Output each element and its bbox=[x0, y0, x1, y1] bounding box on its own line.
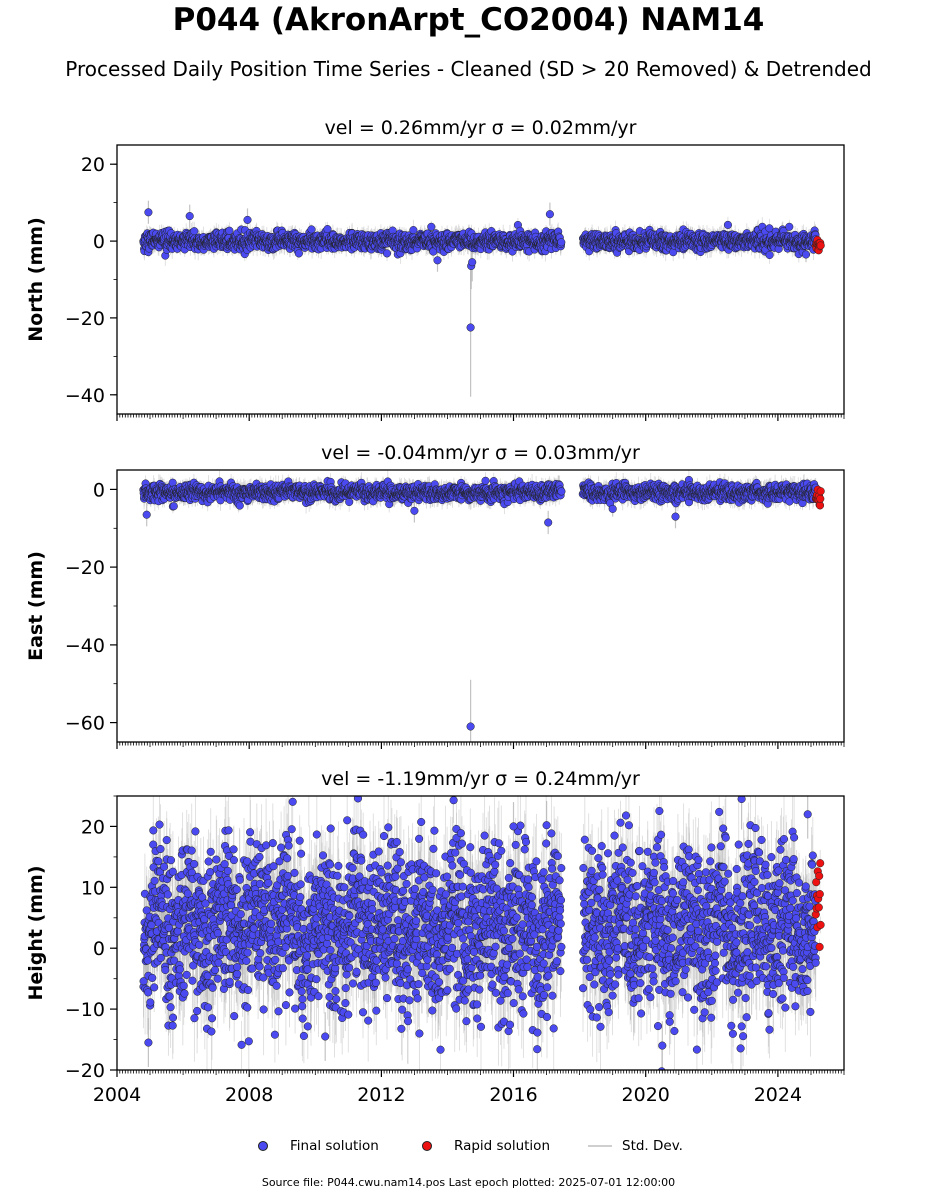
std-dev-bars bbox=[142, 470, 822, 742]
y-axis-label: North (mm) bbox=[25, 217, 47, 342]
final-solution-point bbox=[801, 250, 811, 259]
y-tick-label: −20 bbox=[65, 308, 105, 330]
final-solution-point bbox=[144, 208, 153, 217]
final-solution-point bbox=[427, 222, 436, 231]
y-tick-label: −40 bbox=[65, 385, 105, 407]
final-solution-point bbox=[765, 250, 774, 260]
final-solution-point bbox=[468, 258, 477, 267]
final-solution-point bbox=[323, 225, 332, 234]
final-solution-point bbox=[409, 226, 418, 235]
final-solution-point bbox=[723, 220, 732, 229]
rapid-solution-point bbox=[816, 241, 825, 250]
final-solution-point bbox=[243, 215, 252, 224]
axes-frame bbox=[116, 144, 845, 415]
final-solution-point bbox=[307, 225, 316, 234]
final-solution-point bbox=[466, 323, 475, 332]
y-tick-label: 0 bbox=[93, 231, 105, 253]
final-solution-point bbox=[785, 222, 794, 231]
final-solution-point bbox=[185, 212, 194, 221]
page-subtitle: Processed Daily Position Time Series - C… bbox=[65, 57, 872, 81]
panel-1: 20 0 −20 −40 vel = 0.26mm/yr σ = 0.02mm/yr No… bbox=[25, 117, 845, 421]
final-solution-point bbox=[294, 249, 303, 258]
final-solution-point bbox=[382, 249, 392, 258]
data-points bbox=[139, 208, 825, 332]
y-tick-label: 20 bbox=[81, 154, 105, 176]
final-solution-point bbox=[545, 210, 554, 219]
final-solution-point bbox=[225, 226, 234, 235]
panel-title: vel = 0.26mm/yr σ = 0.02mm/yr bbox=[325, 117, 637, 139]
final-solution-point bbox=[433, 256, 442, 265]
final-solution-point bbox=[557, 238, 566, 247]
page-title: P044 (AkronArpt_CO2004) NAM14 bbox=[172, 2, 765, 38]
final-solution-point bbox=[190, 227, 199, 236]
